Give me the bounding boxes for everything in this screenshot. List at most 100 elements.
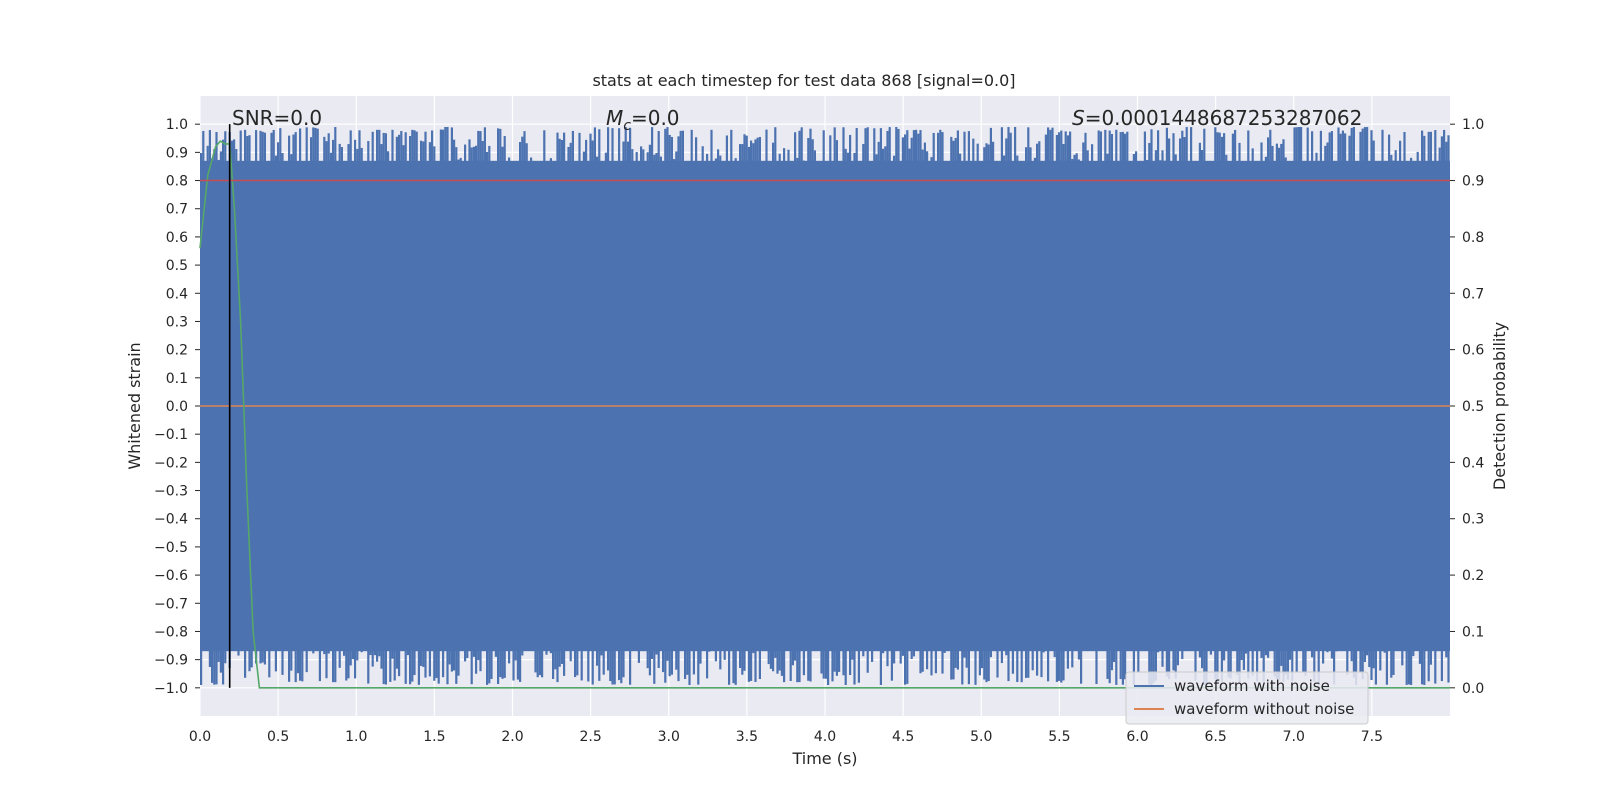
noise-bar-upper: [624, 127, 627, 164]
noise-bar-upper: [332, 139, 335, 164]
x-tick-label: 0.0: [189, 729, 211, 745]
noise-bar-lower: [1165, 648, 1168, 677]
noise-bar-upper: [1311, 131, 1314, 164]
noise-bar-lower: [752, 648, 755, 654]
noise-bar-upper: [873, 128, 876, 164]
noise-bar-upper: [604, 152, 607, 164]
noise-bar-lower: [1304, 648, 1307, 676]
noise-bar-upper: [395, 136, 398, 164]
noise-bar-upper: [1172, 133, 1175, 164]
noise-bar-lower: [501, 648, 504, 679]
noise-bar-upper: [402, 145, 405, 164]
noise-bar-upper: [1146, 159, 1149, 164]
noise-bar-upper: [673, 159, 676, 164]
y-right-tick-label: 0.6: [1462, 343, 1484, 359]
noise-bar-upper: [802, 160, 805, 164]
noise-bar-upper: [758, 136, 761, 164]
y-left-tick-label: −0.4: [154, 512, 188, 528]
noise-bar-lower: [1194, 648, 1197, 681]
noise-bar-upper: [941, 132, 944, 164]
noise-bar-lower: [488, 648, 491, 684]
noise-bar-upper: [1315, 152, 1318, 164]
x-tick-label: 3.0: [658, 729, 680, 745]
noise-bar-lower: [983, 648, 986, 680]
noise-bar-upper: [741, 144, 744, 164]
noise-bar-upper: [411, 129, 414, 164]
noise-bar-lower: [1313, 648, 1316, 682]
noise-bar-lower: [1161, 648, 1164, 667]
noise-bar-lower: [802, 648, 805, 676]
noise-bar-upper: [954, 137, 957, 164]
y-right-tick-label: 0.0: [1462, 681, 1484, 697]
noise-bar-upper: [1168, 138, 1171, 164]
y-left-tick-label: 0.6: [166, 230, 188, 246]
noise-bar-upper: [1003, 155, 1006, 164]
noise-bar-lower: [433, 648, 436, 681]
noise-bar-lower: [1137, 648, 1140, 673]
noise-bar-upper: [1328, 132, 1331, 164]
noise-bar-upper: [915, 129, 918, 164]
y-axis-right-label: Detection probability: [1490, 322, 1509, 490]
noise-bar-upper: [464, 144, 467, 164]
x-tick-label: 5.0: [970, 729, 992, 745]
noise-bar-lower: [849, 648, 852, 676]
y-right-tick-label: 0.4: [1462, 455, 1484, 471]
legend-label-waveform-with-noise: waveform with noise: [1174, 677, 1330, 695]
noise-bar-lower: [519, 648, 522, 682]
noise-bar-lower: [292, 648, 295, 651]
noise-bar-lower: [305, 648, 308, 673]
noise-bar-upper: [1027, 127, 1030, 164]
noise-bar-upper: [648, 144, 651, 164]
noise-bar-upper: [202, 130, 205, 164]
noise-bar-lower: [835, 648, 838, 676]
noise-bar-upper: [323, 136, 326, 164]
noise-bar-upper: [926, 151, 929, 164]
noise-bar-upper: [640, 146, 643, 164]
noise-bar-lower: [554, 648, 557, 670]
noise-bar-lower: [1377, 648, 1380, 650]
legend-box: [1125, 671, 1369, 725]
x-tick-label: 6.5: [1204, 729, 1226, 745]
noise-bar-upper: [710, 129, 713, 164]
noise-bar-upper: [316, 128, 319, 164]
noise-bar-lower: [1421, 648, 1424, 685]
noise-bar-upper: [877, 141, 880, 164]
noise-bar-upper: [1091, 144, 1094, 164]
noise-bar-lower: [598, 648, 601, 681]
noise-bar-lower: [497, 648, 500, 685]
noise-bar-lower: [1286, 648, 1289, 680]
noise-bar-upper: [811, 139, 814, 164]
noise-bar-upper: [310, 137, 313, 164]
noise-bar-lower: [417, 648, 420, 685]
noise-bar-lower: [919, 648, 922, 674]
noise-bar-upper: [305, 127, 308, 164]
y-right-tick-label: 0.1: [1462, 624, 1484, 640]
noise-bar-upper: [424, 131, 427, 164]
y-right-tick-label: 0.2: [1462, 568, 1484, 584]
noise-bar-lower: [296, 648, 299, 674]
noise-bar-upper: [420, 140, 423, 164]
noise-bar-upper: [288, 135, 291, 164]
noise-bar-upper: [244, 129, 247, 164]
noise-bar-lower: [1154, 648, 1157, 681]
noise-bar-lower: [857, 648, 860, 683]
noise-bar-lower: [556, 648, 559, 683]
noise-bar-lower: [1031, 648, 1034, 671]
noise-bar-upper: [1214, 127, 1217, 164]
y-left-tick-label: −0.3: [154, 484, 188, 500]
noise-bar-upper: [1174, 154, 1177, 164]
noise-bar-upper: [1126, 131, 1129, 164]
noise-bar-lower: [910, 648, 913, 660]
noise-bar-lower: [1229, 648, 1232, 679]
noise-bar-upper: [556, 132, 559, 164]
noise-bar-lower: [323, 648, 326, 655]
y-right-tick-label: 0.8: [1462, 230, 1484, 246]
y-left-tick-label: 0.7: [166, 202, 188, 218]
noise-bar-lower: [1016, 648, 1019, 682]
noise-bar-upper: [442, 129, 445, 164]
noise-bar-upper: [862, 143, 865, 164]
noise-bar-upper: [1187, 161, 1190, 164]
noise-bar-upper: [279, 128, 282, 164]
noise-bar-lower: [791, 648, 794, 666]
noise-bar-upper: [1121, 131, 1124, 164]
